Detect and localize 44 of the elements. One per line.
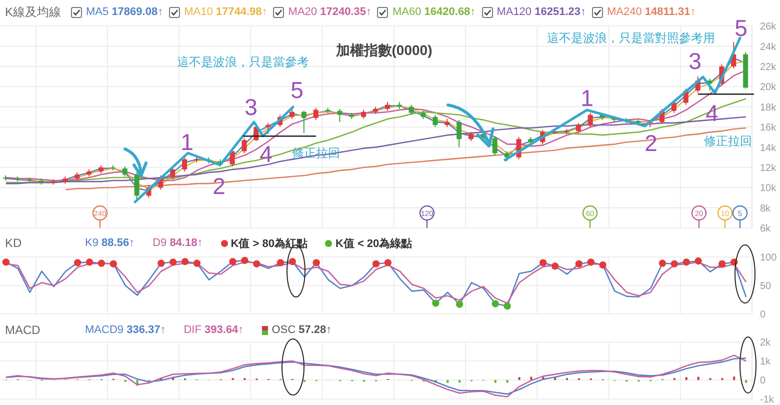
annotation: 3 <box>688 48 702 74</box>
legend-title: MACD <box>5 323 42 337</box>
y-tick-label: -1k <box>760 394 775 405</box>
y-tick-label: 12k <box>760 162 778 174</box>
text: MA240 14811.31↑ <box>607 6 696 18</box>
y-tick-label: 24k <box>760 42 778 53</box>
y-tick-label: 26k <box>760 22 778 33</box>
text: MA20 17240.35↑ <box>288 6 372 18</box>
y-tick-label: 18k <box>760 102 778 114</box>
y-tick-label: 0 <box>760 310 766 321</box>
annotation: 3 <box>244 94 258 120</box>
y-tick-label: 6k <box>760 224 772 235</box>
legend-title: KD <box>5 236 23 250</box>
text: MACD9 336.37↑ <box>85 324 166 336</box>
text: MA10 17744.98↑ <box>184 6 268 18</box>
annotation: 5 <box>734 15 748 41</box>
y-tick-label: 16k <box>760 122 778 134</box>
y-tick-label: 10k <box>760 183 778 194</box>
y-tick-label: 1k <box>760 356 772 368</box>
legend-label: OSC 57.28↑ <box>272 324 332 336</box>
annotation: 1 <box>580 85 594 111</box>
legend-label: K值 < 20為綠點 <box>335 236 412 250</box>
text: MA60 16420.68↑ <box>392 6 476 18</box>
annotation: 5 <box>290 77 304 103</box>
y-tick-label: 14k <box>760 142 778 154</box>
legend-label: K值 > 80為紅點 <box>230 236 308 250</box>
series-label: K9 88.56↑ <box>85 237 135 249</box>
annotation: 1 <box>180 129 194 155</box>
y-tick-label: 2k <box>760 338 772 349</box>
y-tick-label: 20k <box>760 82 778 94</box>
text: 加權指數(0000) <box>336 42 432 58</box>
series-label: D9 84.18↑ <box>152 237 203 249</box>
y-tick-label: 8k <box>760 203 772 214</box>
y-tick-label: 50 <box>760 281 772 292</box>
annotation: 這不是波浪，只是當參考 <box>177 55 309 69</box>
y-tick-label: 22k <box>760 62 778 73</box>
text: MA120 16251.23↑ <box>496 6 586 18</box>
legend-title: K線及均線 <box>5 4 62 20</box>
y-tick-label: 0 <box>760 376 766 387</box>
annotation: 這不是波浪，只是當對照參考用 <box>547 31 715 45</box>
annotation: 修正拉回 <box>704 134 752 148</box>
text: MA5 17869.08↑ <box>86 6 164 18</box>
y-tick-label: 100 <box>760 252 778 264</box>
text: DIF 393.64↑ <box>184 324 244 336</box>
